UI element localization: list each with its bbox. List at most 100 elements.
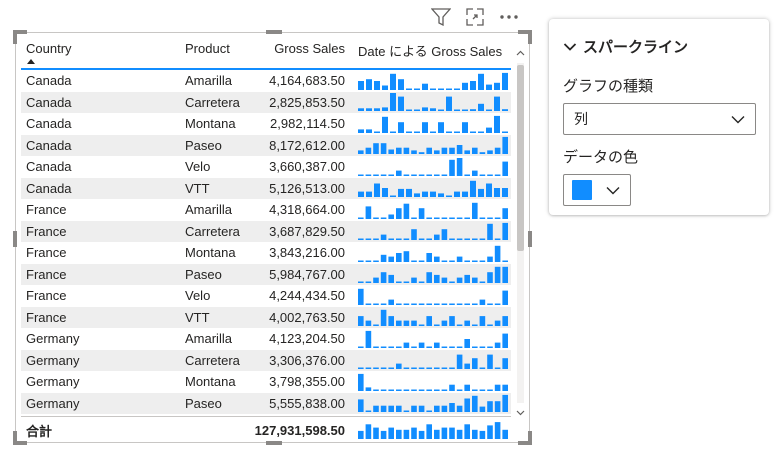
table-row[interactable]: France Carretera 3,687,829.50	[21, 220, 511, 242]
table-row[interactable]: Canada Amarilla 4,164,683.50	[21, 70, 511, 92]
total-sales: 127,931,598.50	[254, 422, 345, 438]
sparkline-bar	[472, 324, 478, 327]
sparkline-bar	[438, 121, 444, 133]
product-cell: Paseo	[185, 137, 222, 153]
sparkline-bar	[403, 429, 410, 439]
sparkline-bar	[472, 346, 478, 348]
sparkline-bar	[502, 333, 508, 348]
resize-handle[interactable]	[518, 30, 532, 34]
sparkline-bar	[464, 174, 470, 176]
sparkline-bar	[380, 367, 387, 370]
sparkline-bar	[406, 189, 412, 198]
sparkline-bar	[380, 174, 387, 176]
focus-mode-icon[interactable]	[464, 6, 486, 28]
table-row[interactable]: Canada Paseo 8,172,612.00	[21, 134, 511, 156]
resize-handle[interactable]	[13, 30, 17, 44]
sparkline-bar	[406, 88, 412, 90]
sparkline-bar	[456, 324, 463, 327]
table-row[interactable]: Canada Velo 3,660,387.00	[21, 156, 511, 178]
sparkline	[358, 267, 508, 284]
sparkline-bar	[502, 137, 508, 155]
resize-handle[interactable]	[13, 30, 27, 34]
sparkline-bar	[446, 195, 452, 198]
table-row[interactable]: Germany Montana 3,798,355.00	[21, 371, 511, 393]
table-visual[interactable]: Country Product Gross Sales Date による Gro…	[13, 30, 532, 445]
sparkline-bar	[487, 217, 493, 219]
resize-handle[interactable]	[266, 441, 282, 445]
total-sparkline-cell	[349, 421, 511, 439]
sparkline-cell	[349, 351, 511, 370]
column-header-product[interactable]: Product	[180, 35, 247, 56]
sparkline-bar	[382, 188, 388, 198]
sparkline-bar	[426, 410, 432, 413]
sparkline-bar	[434, 367, 440, 370]
table-row[interactable]: France Montana 3,843,216.00	[21, 242, 511, 264]
resize-handle[interactable]	[518, 441, 532, 445]
sparkline-bar	[441, 277, 448, 284]
sparkline-bar	[426, 367, 432, 370]
product-cell: Amarilla	[185, 73, 232, 89]
sparkline-bar	[398, 121, 404, 133]
sparkline-bar	[396, 147, 402, 155]
sparkline-bar	[373, 260, 379, 262]
table-row[interactable]: France Velo 4,244,434.50	[21, 285, 511, 307]
sparkline-bar	[398, 96, 404, 112]
column-header-country[interactable]: Country	[21, 35, 180, 64]
sparkline-bar	[441, 147, 448, 155]
sparkline-bar	[449, 147, 455, 155]
table-row[interactable]: France VTT 4,002,763.50	[21, 306, 511, 328]
sparkline-bar	[414, 88, 420, 90]
sparkline-bar	[472, 429, 478, 439]
resize-handle[interactable]	[13, 431, 17, 445]
resize-handle[interactable]	[266, 30, 282, 34]
sparkline-bar	[464, 338, 470, 348]
sparkline-bar	[434, 217, 440, 219]
data-color-picker[interactable]	[563, 174, 631, 206]
column-header-gross-sales[interactable]: Gross Sales	[247, 35, 349, 56]
sparkline	[358, 202, 508, 219]
column-header-sparkline[interactable]: Date による Gross Sales	[349, 35, 511, 60]
table-row[interactable]: Germany Paseo 5,555,838.00	[21, 392, 511, 414]
sparkline-bar	[388, 299, 394, 305]
sparkline-bar	[390, 73, 396, 90]
resize-handle[interactable]	[528, 30, 532, 44]
filter-icon[interactable]	[430, 6, 452, 28]
resize-handle[interactable]	[528, 431, 532, 445]
chart-type-dropdown[interactable]: 列	[563, 103, 756, 135]
sparkline-bar	[418, 207, 425, 219]
scroll-down-icon[interactable]	[516, 409, 525, 418]
country-cell: France	[26, 288, 67, 304]
table-row[interactable]: Germany Amarilla 4,123,204.50	[21, 328, 511, 350]
sparkline-bar	[502, 267, 508, 284]
table-row[interactable]: France Amarilla 4,318,664.00	[21, 199, 511, 221]
table-row[interactable]: Canada Montana 2,982,114.50	[21, 113, 511, 135]
sparkline-bar	[441, 320, 448, 327]
table-row[interactable]: Canada Carretera 2,825,853.50	[21, 91, 511, 113]
product-cell: VTT	[185, 180, 210, 196]
sparkline-bar	[418, 303, 425, 305]
resize-handle[interactable]	[528, 231, 532, 247]
vertical-scrollbar[interactable]	[515, 39, 526, 419]
table-row[interactable]: France Paseo 5,984,767.00	[21, 263, 511, 285]
sparkline-bar	[441, 260, 448, 262]
resize-handle[interactable]	[13, 231, 17, 247]
scroll-thumb[interactable]	[517, 65, 524, 251]
sparkline-bar	[396, 207, 402, 219]
sparkline-bar	[396, 346, 402, 348]
table-row[interactable]: Canada VTT 5,126,513.00	[21, 177, 511, 199]
sparkline-bar	[434, 389, 440, 391]
sparkline	[358, 310, 508, 327]
sparkline-bar	[365, 147, 372, 155]
sparkline-bar	[388, 174, 394, 176]
section-header[interactable]: スパークライン	[563, 36, 688, 57]
table-row[interactable]: Germany Carretera 3,306,376.00	[21, 349, 511, 371]
gross-sales-cell: 5,555,838.00	[269, 395, 345, 411]
sparkline-bar	[411, 320, 417, 327]
more-options-icon[interactable]	[498, 6, 520, 28]
sparkline-bar	[494, 267, 501, 284]
sparkline-bar	[411, 150, 417, 155]
sparkline-bar	[456, 389, 463, 391]
resize-handle[interactable]	[13, 441, 27, 445]
scroll-up-icon[interactable]	[516, 49, 525, 58]
sparkline-cell	[349, 244, 511, 262]
